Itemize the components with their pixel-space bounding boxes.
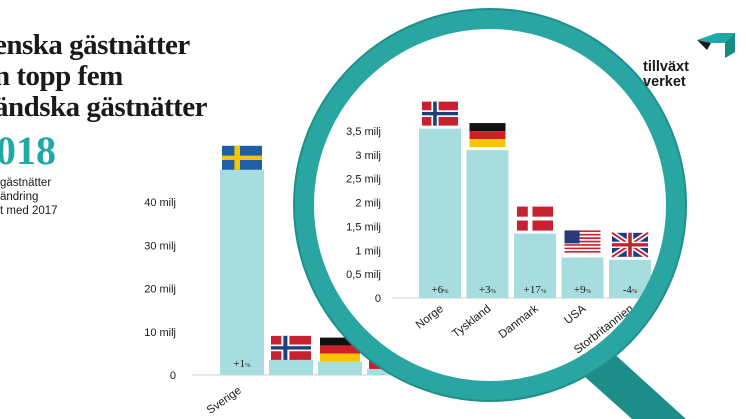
flag-canton [564,230,580,244]
y-tick-label: 10 milj [144,327,176,339]
y-tick-label: 0,5 milj [346,269,381,281]
flag-stripe [564,235,601,238]
flag-stripe [564,244,601,246]
flag-stripe [320,337,360,346]
flag-stripe [564,232,601,234]
sweden-flag [222,145,262,170]
y-tick-label: 40 milj [144,197,176,209]
logo-arrow-icon [697,33,735,58]
y-tick-label: 2 milj [355,198,381,210]
legend-line: ändring [0,191,39,203]
flag-cross [271,346,311,350]
y-tick-label: 0 [170,370,176,382]
legend-line: gästnätter [0,177,52,189]
bar [466,150,509,298]
flag-stripe [320,353,360,362]
bar [514,233,556,298]
flag-stripe [320,345,360,354]
y-tick-label: 3 milj [355,150,381,162]
flag-stripe [469,131,506,140]
legend-text: gästnätter ändring t med 2017 [0,176,58,218]
flag-stripe [564,239,601,241]
magnifier-lens: 0 0,5 milj 1 milj 1,5 milj 2 milj 2,5 milj 3 m… [293,8,687,419]
flag-stripe [564,245,601,248]
y-tick-label: 1,5 milj [346,221,381,233]
bar [220,169,264,375]
flag-stripe [564,230,601,233]
flag-stripe [564,247,601,250]
lens-rim [294,9,686,401]
y-tick-label: 30 milj [144,240,176,252]
logo-line: tillväxt [643,59,689,75]
y-tick-label: 3,5 milj [346,126,381,138]
bar [269,359,313,375]
flag-stripe [564,240,601,243]
legend-line: t med 2017 [0,205,58,217]
bar [561,257,604,298]
logo-line: verket [643,74,686,90]
x-tick-label: Sverige [205,385,244,417]
norway-flag [271,335,311,360]
flag-stripe [564,242,601,245]
y-tick-label: 0 [375,293,381,305]
flag-cross [612,243,648,247]
lens-rim-outer [293,8,687,402]
chart-year: 018 [0,128,56,173]
bar [318,361,362,375]
germany-flag [469,123,506,148]
chart-title: enska gästnätter n topp fem ändska gästn… [0,29,208,123]
flag-cross [517,216,553,221]
flag-stripe [564,252,601,255]
y-tick-label: 2,5 milj [346,174,381,186]
tillvaxtverket-logo: tillväxt verket [643,30,735,100]
uk-flag [610,230,650,260]
flag-stripe [564,249,601,252]
title-line: enska gästnätter [0,29,190,61]
magnifier-handle [575,350,686,419]
flag-stripe [564,251,601,253]
germany-flag [320,337,360,362]
y-tick-label: 20 milj [144,284,176,296]
title-line: ändska gästnätter [0,91,208,123]
flag-stripe [469,139,506,148]
flag-stripe [469,123,506,132]
denmark-flag [517,206,553,231]
flag-cross [422,111,458,116]
y-tick-label: 1 milj [355,245,381,257]
norway-flag [422,101,458,126]
usa-flag [564,230,601,255]
title-line: n topp fem [0,60,123,92]
flag-stripe [564,237,601,240]
flag-cross [222,155,262,160]
logo-wordmark: tillväxt verket [643,60,689,90]
flag-stripe [564,233,601,236]
bar [419,128,461,298]
